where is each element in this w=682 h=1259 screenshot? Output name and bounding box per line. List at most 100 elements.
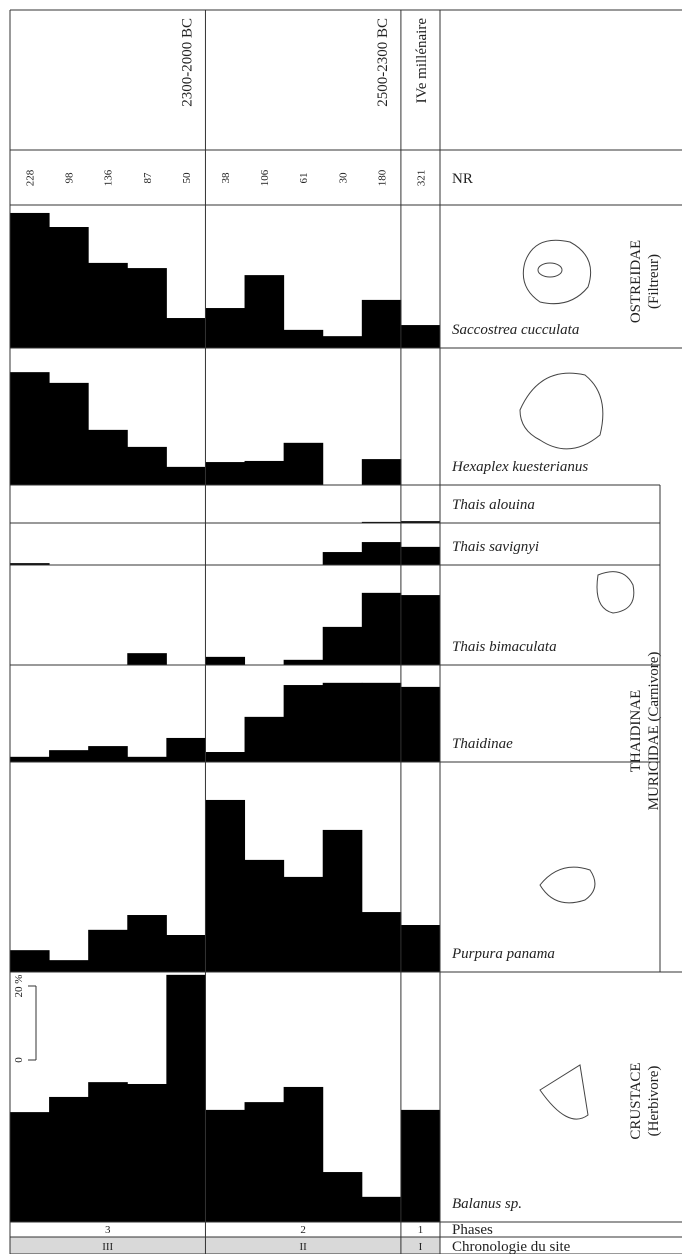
period-label: IVe millénaire <box>414 18 430 104</box>
oyster-icon <box>522 239 592 305</box>
nr-label: 136 <box>103 169 115 186</box>
bar <box>205 656 246 665</box>
bar <box>322 552 363 565</box>
hexaplex-icon <box>519 372 604 450</box>
bar <box>244 859 285 972</box>
bar <box>127 756 167 762</box>
series-label: Thais bimaculata <box>452 639 557 655</box>
nr-title: NR <box>452 171 473 187</box>
bar <box>166 737 206 762</box>
bar <box>205 799 246 972</box>
bar <box>361 299 402 348</box>
bar <box>361 542 402 565</box>
bar <box>400 595 441 665</box>
bar <box>166 466 206 485</box>
bar <box>400 325 441 348</box>
bar <box>244 460 285 485</box>
series-label: Saccostrea cucculata <box>452 322 579 338</box>
nr-label: 38 <box>220 172 232 184</box>
bar <box>166 974 206 1222</box>
bar <box>10 950 50 972</box>
bar <box>283 876 324 972</box>
bar <box>322 829 363 972</box>
series-label: Thais alouina <box>452 497 535 513</box>
bar <box>49 382 89 485</box>
bar <box>283 329 324 348</box>
nr-label: 180 <box>376 169 388 186</box>
bar <box>88 429 128 485</box>
bar <box>322 682 363 762</box>
bar <box>322 336 363 348</box>
phase-label: 3 <box>105 1224 111 1236</box>
group-label: (Filtreur) <box>646 254 662 309</box>
bar <box>400 546 441 565</box>
nr-label: 321 <box>415 170 427 187</box>
balanus-icon <box>539 1064 589 1120</box>
chronology-label: I <box>419 1241 423 1253</box>
chronology-label: III <box>102 1241 113 1253</box>
bar <box>10 563 50 565</box>
phase-label: 2 <box>300 1224 306 1236</box>
bar <box>49 750 89 762</box>
series-label: Thaidinae <box>452 736 513 752</box>
bar <box>127 268 167 348</box>
bar <box>166 935 206 972</box>
bar <box>10 1112 50 1222</box>
bar <box>361 521 402 523</box>
series-label: Thais savignyi <box>452 539 539 555</box>
bar <box>166 318 206 348</box>
purpura-icon <box>539 866 596 904</box>
bar <box>400 521 441 523</box>
chronology-band <box>10 1237 440 1254</box>
bar <box>283 1086 324 1222</box>
bar <box>205 752 246 762</box>
bar <box>400 1109 441 1222</box>
bar <box>205 308 246 348</box>
bar <box>244 716 285 762</box>
bar <box>322 626 363 665</box>
bar <box>10 372 50 485</box>
bar <box>10 756 50 762</box>
bar <box>127 915 167 972</box>
bar <box>205 1109 246 1222</box>
thais-icon <box>596 571 635 614</box>
bar <box>88 1082 128 1222</box>
bar <box>49 960 89 972</box>
phases-title: Phases <box>452 1222 493 1238</box>
bar <box>88 929 128 972</box>
bar <box>127 1083 167 1222</box>
bar <box>361 912 402 972</box>
chronology-title: Chronologie du site <box>452 1239 571 1254</box>
bar <box>361 682 402 762</box>
bar <box>49 1096 89 1222</box>
series-label: Hexaplex kuesterianus <box>451 459 588 475</box>
bar <box>400 686 441 762</box>
scale-label: 20 % <box>13 975 25 998</box>
phase-label: 1 <box>418 1224 424 1236</box>
bar <box>361 592 402 665</box>
series-label: Balanus sp. <box>452 1196 522 1212</box>
shell-icons <box>519 239 635 1120</box>
bar <box>244 1102 285 1222</box>
bar <box>283 442 324 485</box>
scale-label: 0 <box>13 1057 25 1063</box>
nr-label: 98 <box>64 172 76 184</box>
oyster-scar <box>537 262 563 278</box>
bar <box>322 1172 363 1222</box>
bar <box>244 275 285 348</box>
bar <box>127 653 167 665</box>
bar <box>127 446 167 485</box>
nr-label: 61 <box>298 173 310 184</box>
nr-label: 106 <box>259 169 271 186</box>
nr-label: 50 <box>181 172 193 184</box>
group-label: (Herbivore) <box>646 1066 662 1137</box>
group-label: CRUSTACE <box>628 1062 644 1139</box>
nr-label: 87 <box>142 172 154 184</box>
bar <box>361 459 402 485</box>
bar <box>361 1196 402 1222</box>
bar <box>49 227 89 348</box>
bar <box>400 925 441 972</box>
period-label: 2500-2300 BC <box>375 18 391 107</box>
bar <box>205 462 246 485</box>
bar <box>88 746 128 762</box>
